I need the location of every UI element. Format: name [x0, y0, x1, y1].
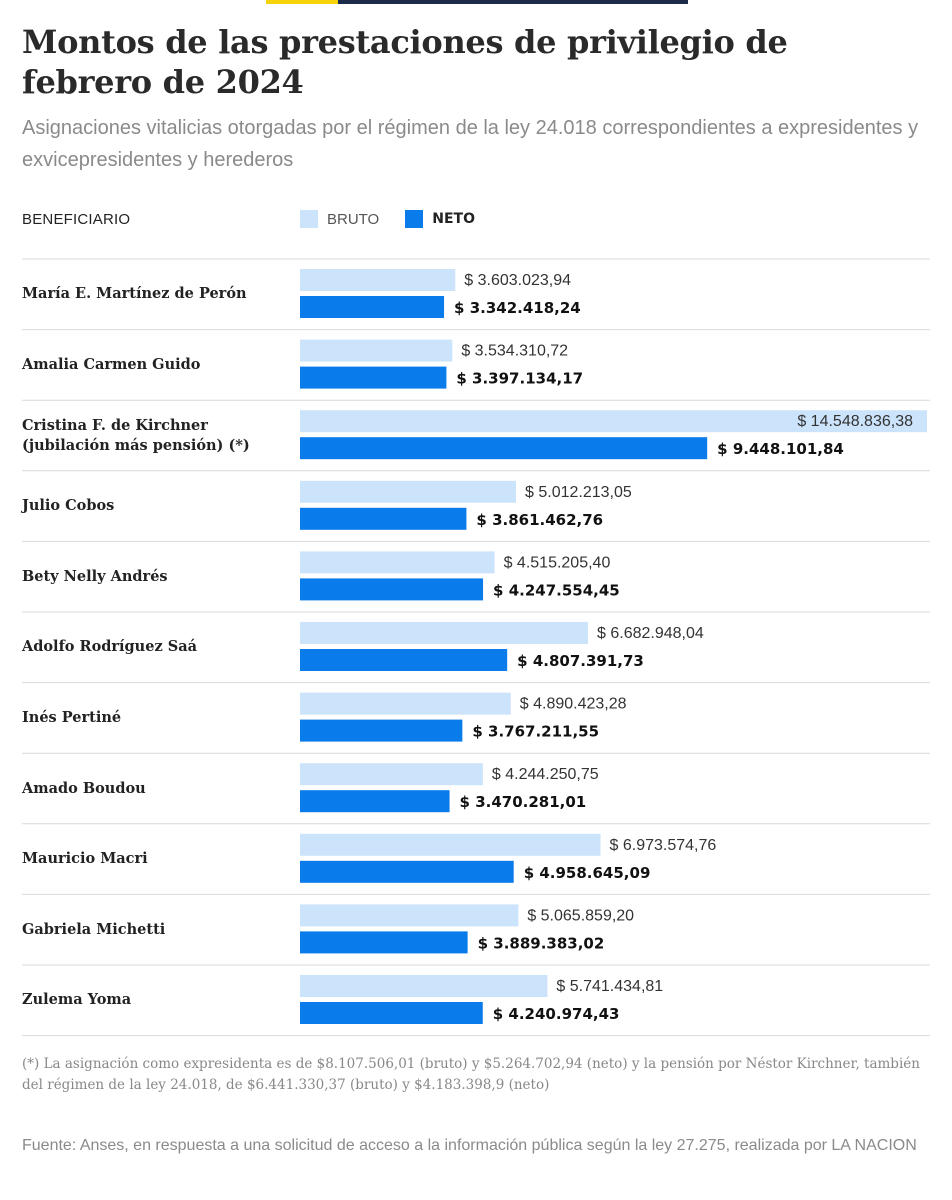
bar-neto [300, 366, 447, 389]
beneficiary-label: María E. Martínez de Perón [22, 285, 247, 303]
value-label-bruto: $ 3.603.023,94 [464, 272, 571, 289]
beneficiary-label: Mauricio Macri [22, 850, 148, 868]
bar-neto [300, 507, 467, 530]
value-label-bruto: $ 5.012.213,05 [525, 484, 632, 501]
source-note: Fuente: Anses, en respuesta a una solici… [22, 1137, 917, 1154]
bar-neto [300, 860, 514, 883]
beneficiary-label: Adolfo Rodríguez Saá [22, 638, 197, 656]
beneficiary-label: Bety Nelly Andrés [22, 567, 168, 585]
bar-neto [300, 296, 445, 318]
chart-legend: BRUTO NETO [300, 210, 501, 228]
bar-neto [300, 790, 450, 813]
value-label-neto: $ 3.470.281,01 [460, 793, 587, 811]
bar-bruto [300, 410, 927, 433]
value-label-neto: $ 9.448.101,84 [717, 440, 844, 458]
bar-bruto [300, 269, 456, 291]
bar-neto [300, 649, 508, 671]
legend-item-neto: NETO [405, 210, 475, 228]
value-label-neto: $ 4.247.554,45 [493, 581, 620, 599]
value-label-neto: $ 4.958.645,09 [524, 864, 651, 882]
value-label-neto: $ 3.397.134,17 [456, 370, 583, 388]
brand-bar-navy [338, 0, 688, 4]
bar-bruto [300, 975, 548, 997]
value-label-bruto: $ 6.682.948,04 [597, 625, 704, 642]
bar-neto [300, 578, 484, 601]
bar-bruto [300, 622, 589, 644]
value-label-bruto: $ 4.244.250,75 [492, 766, 599, 783]
beneficiary-label: Cristina F. de Kirchner (jubilación más … [22, 416, 250, 454]
bar-neto [300, 1002, 483, 1024]
bar-bruto [300, 551, 495, 574]
bar-bruto [300, 833, 601, 856]
bar-neto [300, 719, 463, 742]
bar-bruto [300, 339, 453, 362]
legend-swatch-neto [405, 210, 424, 228]
chart-subtitle: Asignaciones vitalicias otorgadas por el… [22, 117, 919, 171]
value-label-bruto: $ 4.515.205,40 [504, 554, 611, 571]
value-label-bruto: $ 4.890.423,28 [520, 696, 627, 713]
bar-bruto [300, 904, 519, 927]
bar-bruto [300, 480, 517, 503]
legend-label-neto: NETO [432, 211, 475, 227]
beneficiary-label: Gabriela Michetti [22, 920, 166, 938]
chart-title: Montos de las prestaciones de privilegio… [22, 23, 788, 101]
footnote: (*) La asignación como expresidenta es d… [22, 1056, 920, 1093]
beneficiary-label: Inés Pertiné [22, 708, 122, 726]
legend-label-bruto: BRUTO [327, 210, 380, 228]
value-label-neto: $ 3.861.462,76 [476, 511, 603, 529]
value-label-bruto: $ 5.741.434,81 [556, 978, 663, 995]
bar-neto [300, 437, 708, 460]
legend-swatch-bruto [300, 210, 318, 228]
value-label-neto: $ 4.807.391,73 [517, 652, 644, 670]
beneficiary-label: Amado Boudou [22, 779, 146, 797]
bar-bruto [300, 763, 483, 786]
value-label-neto: $ 3.342.418,24 [454, 299, 581, 317]
beneficiary-label: Amalia Carmen Guido [22, 355, 201, 373]
beneficiary-label: Julio Cobos [22, 497, 115, 515]
value-label-bruto: $ 6.973.574,76 [610, 837, 717, 854]
value-label-neto: $ 3.889.383,02 [478, 934, 605, 952]
value-label-bruto: $ 5.065.859,20 [527, 907, 634, 924]
beneficiary-column-header: BENEFICIARIO [22, 211, 131, 228]
value-label-neto: $ 4.240.974,43 [493, 1005, 620, 1023]
brand-top-bar [266, 0, 688, 4]
bar-bruto [300, 692, 511, 715]
beneficiary-label: Zulema Yoma [22, 991, 132, 1009]
legend-item-bruto: BRUTO [300, 210, 379, 228]
value-label-neto: $ 3.767.211,55 [472, 723, 599, 741]
value-label-bruto: $ 14.548.836,38 [797, 413, 913, 430]
brand-bar-yellow [266, 0, 338, 4]
bar-neto [300, 931, 468, 954]
value-label-bruto: $ 3.534.310,72 [461, 343, 568, 360]
